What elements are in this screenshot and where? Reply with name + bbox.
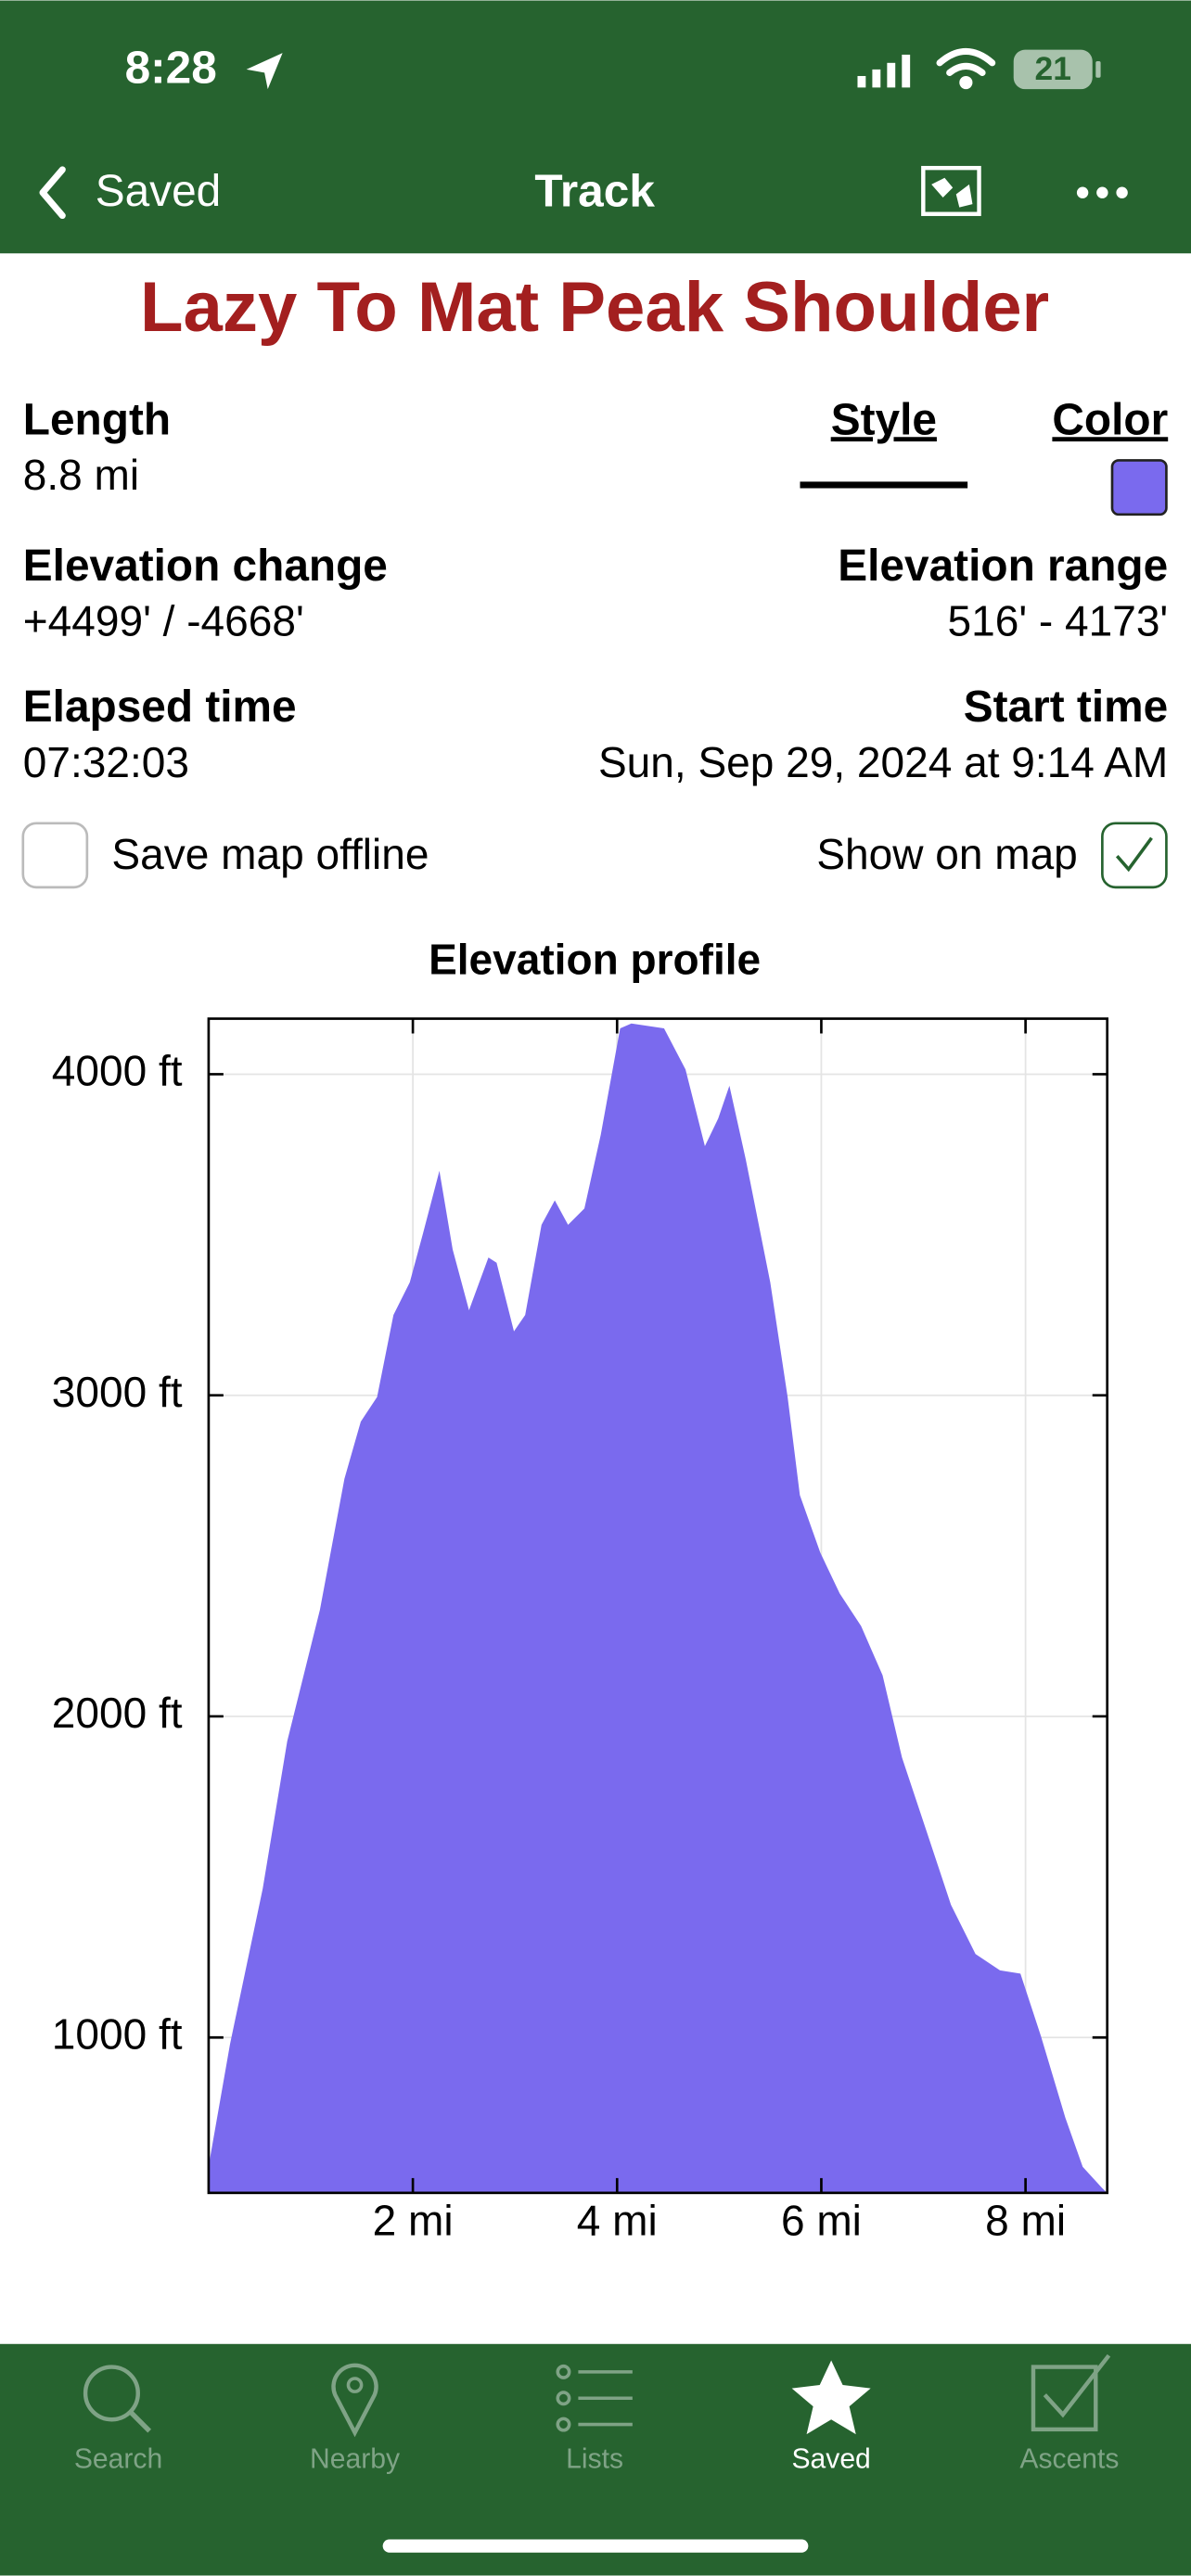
field-value: 07:32:03 [23, 738, 189, 786]
field-label: Elevation range [838, 542, 1168, 591]
home-indicator [382, 2539, 809, 2553]
style-label: Style [831, 395, 937, 444]
field-label: Elapsed time [23, 682, 297, 732]
style-sample [800, 481, 968, 489]
signal-icon [857, 54, 911, 88]
show-on-map-toggle[interactable]: Show on map [816, 822, 1168, 889]
y-tick-label: 3000 ft [52, 1368, 183, 1416]
nav-title: Track [534, 165, 655, 217]
chart-title: Elevation profile [429, 935, 761, 983]
field-label: Start time [964, 682, 1168, 732]
more-button[interactable] [1076, 186, 1128, 198]
tab[interactable]: Lists [556, 2364, 633, 2475]
color-label: Color [1052, 395, 1168, 444]
field-label: Elevation change [23, 542, 388, 591]
track-name: Lazy To Mat Peak Shoulder [140, 268, 1049, 347]
location-icon [246, 53, 283, 90]
checkbox-label: Show on map [816, 830, 1077, 878]
x-tick-label: 8 mi [985, 2197, 1066, 2245]
tab[interactable]: Search [74, 2365, 162, 2475]
battery-tip [1095, 61, 1101, 78]
plot-frame [207, 1017, 1109, 2195]
battery [1013, 49, 1093, 90]
tab-label: Saved [791, 2443, 870, 2474]
y-tick-label: 1000 ft [52, 2009, 183, 2058]
field-value: 8.8 mi [23, 451, 139, 499]
clock: 8:28 [125, 42, 217, 94]
checkbox [21, 822, 89, 889]
back-label: Saved [96, 167, 222, 216]
color-swatch [1110, 459, 1168, 516]
tab-label: Lists [566, 2443, 623, 2474]
field-value: 516' - 4173' [948, 597, 1169, 645]
tab-label: Ascents [1019, 2443, 1119, 2474]
style-button[interactable]: Style [800, 395, 968, 489]
elevation-area [208, 1023, 1108, 2193]
field-value: Sun, Sep 29, 2024 at 9:14 AM [598, 738, 1168, 786]
x-tick-label: 6 mi [781, 2197, 862, 2245]
tab-label: Nearby [310, 2443, 400, 2474]
y-tick-label: 2000 ft [52, 1689, 183, 1737]
tab[interactable]: Saved [791, 2360, 871, 2474]
tab-bar [0, 2343, 1191, 2576]
color-button[interactable]: Color [1052, 395, 1168, 516]
back-button[interactable]: Saved [39, 166, 222, 220]
checkbox-label: Save map offline [111, 830, 429, 878]
tab-label: Search [74, 2443, 162, 2474]
save-offline-toggle[interactable]: Save map offline [21, 822, 429, 889]
map-button[interactable] [921, 165, 981, 216]
elevation-chart: Elevation profile 1000 ft 2000 ft 3000 ft 4… [52, 935, 1109, 2245]
x-tick-label: 2 mi [373, 2197, 454, 2245]
wifi-icon [936, 48, 996, 90]
x-tick-label: 4 mi [577, 2197, 658, 2245]
tab[interactable]: Ascents [1019, 2353, 1119, 2474]
tab[interactable]: Nearby [310, 2363, 400, 2475]
checkmark [1115, 836, 1153, 873]
checkbox [1101, 822, 1168, 889]
y-tick-label: 4000 ft [52, 1047, 183, 1095]
battery-level: 21 [1035, 50, 1071, 87]
header-bg [0, 0, 1191, 254]
back-chevron [39, 166, 66, 220]
field-value: +4499' / -4668' [23, 597, 304, 645]
field-label: Length [23, 395, 171, 444]
